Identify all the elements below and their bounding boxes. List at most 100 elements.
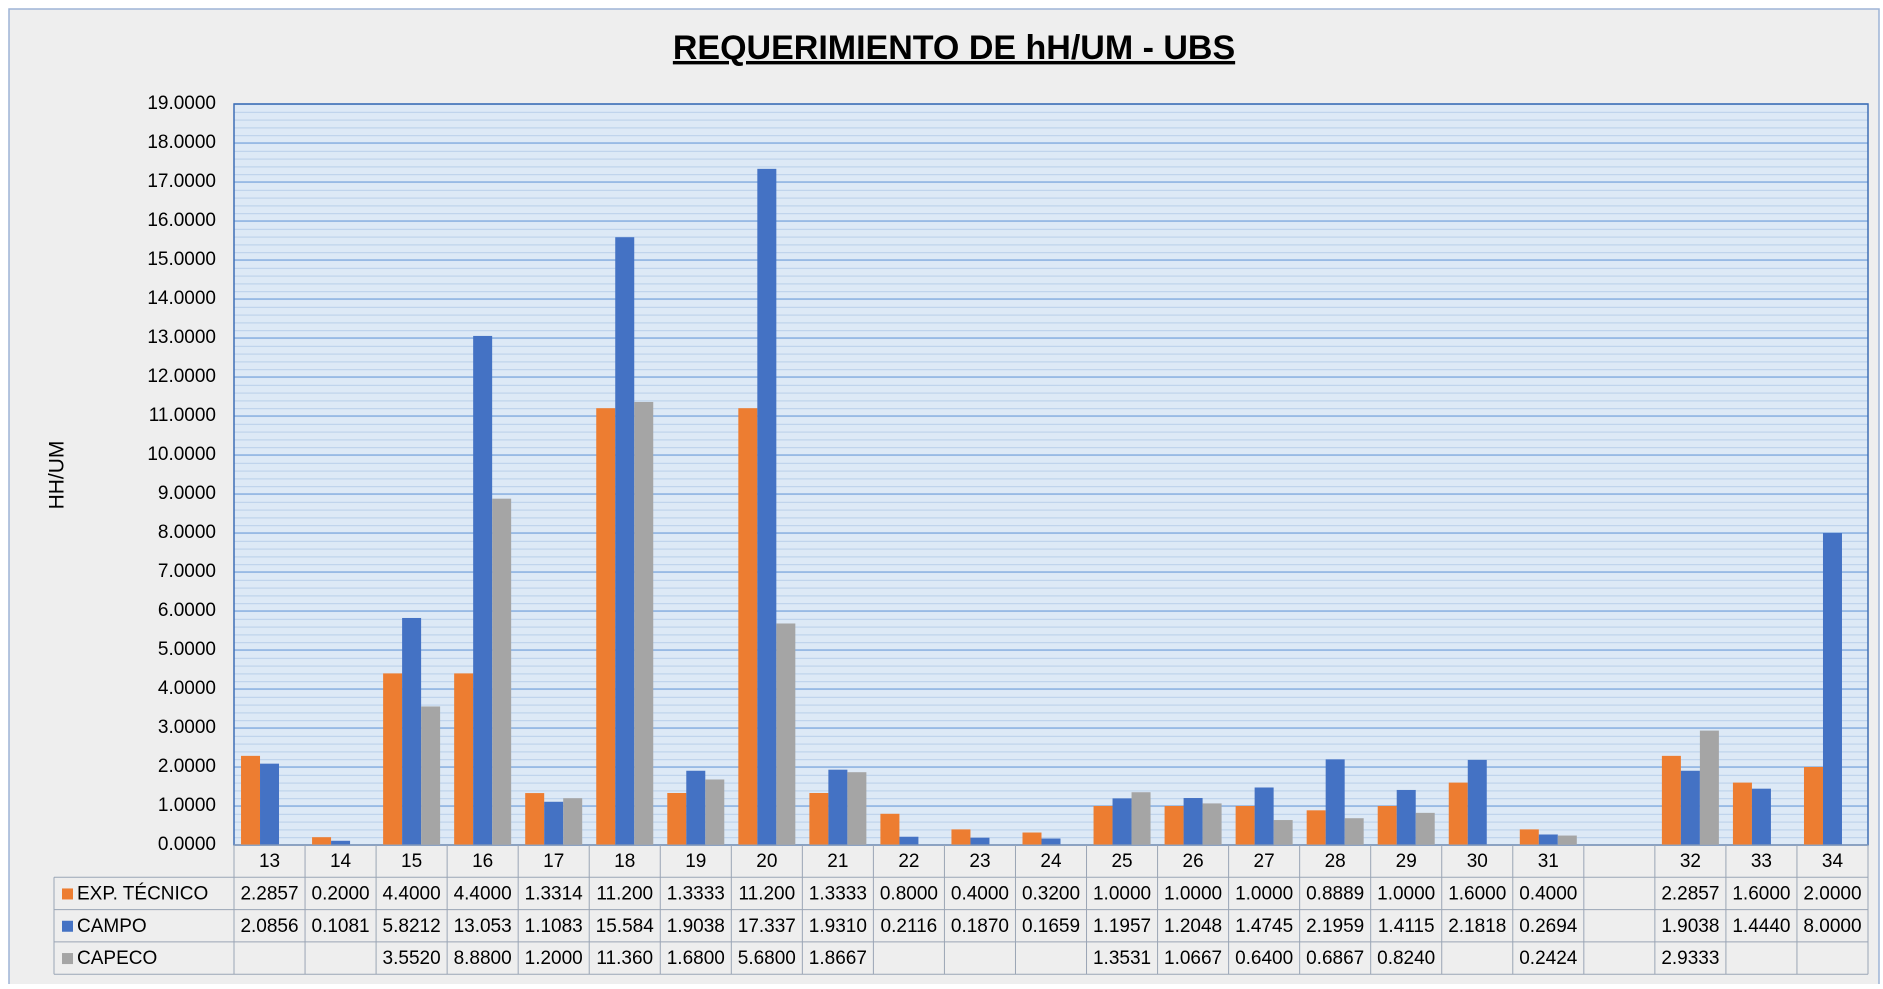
bar [1699,730,1719,845]
table-value: 8.8800 [454,948,512,969]
y-tick-label: 1.0000 [158,795,216,816]
legend-label: CAMPO [77,916,147,937]
table-value: 1.3333 [667,883,725,904]
table-value: 1.3314 [525,883,584,904]
bar [634,401,654,845]
table-value: 0.3200 [1022,883,1080,904]
legend-label: EXP. TÉCNICO [77,883,208,904]
y-tick-label: 10.0000 [147,444,216,465]
table-value: 1.4115 [1378,916,1435,937]
table-value: 1.2000 [525,948,583,969]
x-tick-label: 29 [1396,851,1417,872]
table-value: 2.2857 [1661,883,1719,904]
bar [492,498,512,845]
table-value: 1.3531 [1093,948,1151,969]
table-value: 2.9333 [1661,948,1719,969]
x-tick-label: 20 [756,851,777,872]
table-value: 1.6000 [1732,883,1790,904]
bar [596,408,616,845]
table-value: 4.4000 [383,883,441,904]
bar [1235,806,1255,845]
x-tick-label: 16 [472,851,493,872]
bar [809,793,829,845]
bar [1254,787,1274,845]
bar [1732,782,1752,845]
x-tick-label: 26 [1183,851,1204,872]
bar [738,408,758,845]
x-tick-label: 28 [1325,851,1346,872]
x-tick-label: 34 [1822,851,1844,872]
table-value: 0.2000 [312,883,370,904]
bar [1538,834,1558,845]
table-value: 2.0856 [240,916,298,937]
table-value: 1.8667 [809,948,867,969]
table-value: 1.4745 [1235,916,1293,937]
bar [383,673,403,845]
bar [1377,806,1397,845]
table-value: 1.9310 [809,916,867,937]
y-tick-label: 3.0000 [158,717,216,738]
table-value: 0.8000 [880,883,938,904]
bar [757,168,777,845]
bar [686,770,706,845]
bar [1202,803,1222,845]
table-value: 1.6800 [667,948,725,969]
table-value: 4.4000 [454,883,512,904]
table-value: 1.3333 [809,883,867,904]
bar [260,763,280,845]
y-tick-label: 4.0000 [158,678,216,699]
bar [525,793,545,845]
bar [1344,818,1364,845]
table-value: 13.053 [454,916,512,937]
table-value: 0.2424 [1519,948,1578,969]
x-tick-label: 15 [401,851,422,872]
bar [1131,792,1151,845]
table-value: 1.0000 [1377,883,1435,904]
bar [1557,835,1577,845]
bar [880,813,900,845]
y-tick-label: 0.0000 [158,834,216,855]
table-value: 0.2116 [881,916,938,937]
x-tick-label: 30 [1467,851,1488,872]
y-tick-label: 15.0000 [147,249,216,270]
x-tick-label: 14 [330,851,352,872]
y-tick-label: 17.0000 [147,171,216,192]
x-tick-label: 27 [1254,851,1275,872]
table-value: 8.0000 [1803,916,1861,937]
bar [454,673,474,845]
bar [776,623,796,845]
x-tick-label: 31 [1538,851,1559,872]
x-tick-label: 25 [1111,851,1132,872]
table-value: 1.0000 [1093,883,1151,904]
x-tick-label: 32 [1680,851,1701,872]
bar [705,779,725,845]
table-value: 11.200 [596,883,653,904]
bar [847,772,867,845]
chart-title: REQUERIMIENTO DE hH/UM - UBS [673,29,1235,67]
bar [1751,788,1771,845]
x-tick-label: 21 [827,851,848,872]
bar [1093,806,1113,845]
table-value: 11.200 [738,883,795,904]
table-value: 1.0000 [1235,883,1293,904]
table-value: 0.2694 [1519,916,1578,937]
x-tick-label: 13 [259,851,280,872]
x-tick-label: 22 [898,851,919,872]
y-tick-label: 5.0000 [158,639,216,660]
y-tick-label: 7.0000 [158,561,216,582]
bar [970,837,990,845]
bar [473,335,493,845]
y-tick-label: 14.0000 [147,288,216,309]
bar [331,840,351,845]
bar [615,237,635,845]
legend-swatch [62,953,73,965]
bar [1661,755,1681,845]
table-value: 2.2857 [240,883,298,904]
legend-label: CAPECO [77,948,157,969]
table-value: 1.0667 [1164,948,1222,969]
table-value: 2.1959 [1306,916,1364,937]
table-value: 1.4440 [1732,916,1790,937]
table-value: 5.6800 [738,948,796,969]
bar [1396,789,1416,845]
bar [241,755,261,845]
